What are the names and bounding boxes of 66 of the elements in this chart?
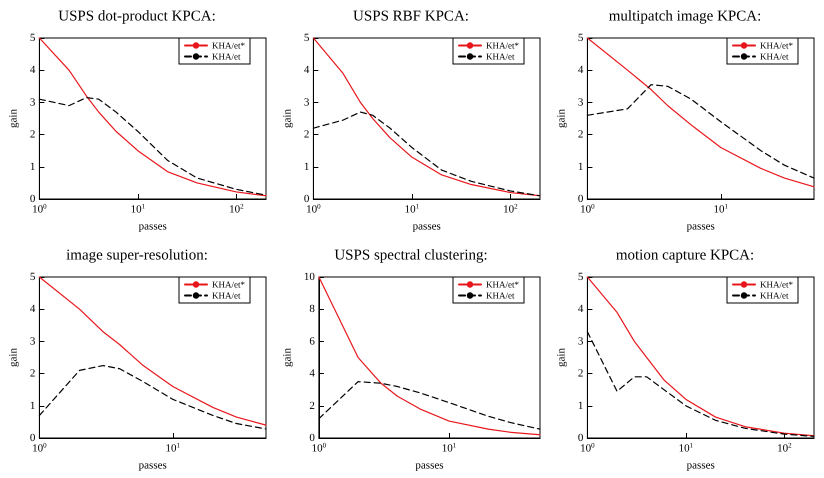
y-tick-label: 4: [30, 64, 36, 76]
y-tick-label: 6: [309, 335, 316, 348]
legend-label: KHA/et: [486, 290, 515, 300]
y-tick-label: 5: [578, 32, 584, 44]
y-tick-label: 5: [30, 271, 36, 283]
y-tick-label: 3: [578, 96, 584, 108]
x-axis-title: passes: [138, 460, 167, 472]
y-tick-label: 2: [304, 128, 310, 141]
y-tick-label: 0: [304, 193, 310, 205]
chart-title: USPS dot-product KPCA:: [58, 8, 216, 24]
y-tick-label: 1: [578, 160, 584, 173]
legend-label: KHA/et: [486, 52, 515, 62]
chart-title: motion capture KPCA:: [616, 248, 754, 264]
y-axis-title: gain: [8, 348, 20, 367]
y-tick-label: 5: [578, 271, 584, 283]
y-axis-title: gain: [282, 348, 294, 367]
x-axis-title: passes: [686, 460, 715, 472]
legend-label: KHA/et: [212, 52, 241, 62]
y-tick-label: 2: [578, 368, 584, 380]
y-tick-label: 3: [30, 335, 36, 348]
y-tick-label: 4: [304, 64, 310, 76]
legend-label: KHA/et*: [486, 40, 520, 50]
legend-label: KHA/et*: [760, 280, 794, 290]
y-tick-label: 1: [304, 160, 310, 173]
y-tick-label: 0: [30, 193, 36, 205]
y-tick-label: 1: [30, 400, 36, 412]
y-tick-label: 4: [578, 64, 584, 76]
legend-label: KHA/et*: [760, 40, 794, 50]
y-tick-label: 0: [30, 432, 36, 444]
y-tick-label: 0: [578, 193, 584, 205]
chart-title: multipatch image KPCA:: [608, 8, 762, 24]
y-tick-label: 1: [578, 400, 584, 412]
legend-label: KHA/et: [212, 290, 241, 300]
legend-label: KHA/et*: [486, 280, 520, 290]
y-axis-title: gain: [282, 108, 294, 128]
legend-label: KHA/et*: [212, 40, 246, 50]
y-tick-label: 3: [578, 335, 584, 348]
y-tick-label: 4: [309, 368, 316, 380]
legend-label: KHA/et: [760, 290, 789, 300]
chart-title: image super-resolution:: [66, 248, 208, 264]
x-axis-title: passes: [412, 220, 441, 232]
y-tick-label: 3: [30, 96, 36, 108]
y-tick-label: 10: [304, 271, 316, 283]
y-axis-title: gain: [556, 348, 568, 367]
y-tick-label: 2: [309, 400, 315, 412]
y-axis-title: gain: [8, 108, 20, 128]
y-tick-label: 5: [304, 32, 310, 44]
y-tick-label: 0: [309, 432, 316, 444]
y-tick-label: 4: [578, 303, 584, 316]
legend-label: KHA/et: [760, 52, 789, 62]
x-axis-title: passes: [686, 220, 715, 232]
y-tick-label: 2: [30, 128, 36, 141]
x-axis-title: passes: [415, 460, 444, 472]
legend-label: KHA/et*: [212, 280, 246, 290]
chart-title: USPS spectral clustering:: [334, 248, 488, 264]
y-tick-label: 3: [304, 96, 310, 108]
y-tick-label: 1: [30, 160, 36, 173]
x-axis-title: passes: [138, 220, 167, 232]
y-tick-label: 5: [30, 32, 36, 44]
y-tick-label: 0: [578, 432, 584, 444]
y-axis-title: gain: [556, 108, 568, 128]
y-tick-label: 8: [309, 303, 316, 316]
y-tick-label: 2: [578, 128, 584, 141]
chart-title: USPS RBF KPCA:: [353, 8, 469, 24]
y-tick-label: 2: [30, 368, 36, 380]
y-tick-label: 4: [30, 303, 36, 316]
